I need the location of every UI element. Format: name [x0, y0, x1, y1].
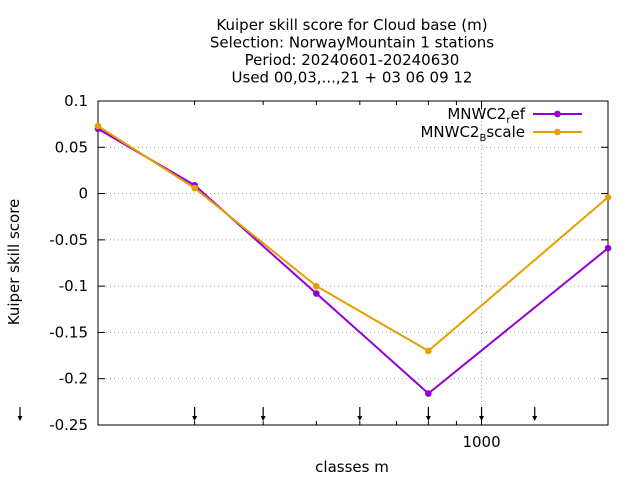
title-line: Kuiper skill score for Cloud base (m)	[216, 16, 487, 34]
y-tick-label: -0.2	[59, 370, 88, 388]
axis-ticks: 0.1 0.05 0 -0.05 -0.1 -0.15 -0.2 -0.25 1000	[49, 92, 608, 451]
title-line: Period: 20240601-20240630	[245, 51, 460, 69]
series-line	[97, 125, 609, 353]
x-axis-label: classes m	[315, 458, 389, 476]
class-markers	[17, 407, 538, 421]
class-marker-arrowhead	[425, 416, 431, 421]
class-marker-arrowhead	[479, 416, 485, 421]
legend-label: MNWC2ref	[447, 105, 525, 126]
series	[94, 122, 612, 397]
y-tick-label: -0.15	[49, 323, 88, 341]
data-point	[94, 122, 102, 130]
data-point	[313, 290, 320, 297]
data-point	[604, 193, 612, 201]
data-point	[425, 347, 432, 355]
grid	[98, 101, 608, 425]
y-tick-label: 0.05	[55, 138, 88, 156]
y-tick-label: -0.1	[59, 277, 88, 295]
title-line: Selection: NorwayMountain 1 stations	[210, 34, 494, 52]
plot-frame	[97, 100, 609, 426]
data-point	[313, 282, 320, 290]
y-tick-label: 0.1	[64, 92, 88, 110]
class-marker-arrowhead	[17, 416, 23, 421]
y-axis-label: Kuiper skill score	[5, 199, 23, 326]
class-marker-arrowhead	[357, 416, 363, 421]
legend-marker	[554, 128, 561, 136]
legend-marker	[554, 110, 561, 118]
class-marker-arrowhead	[260, 416, 266, 421]
y-tick-label: -0.25	[49, 416, 88, 434]
data-point	[191, 184, 198, 192]
chart-title: Kuiper skill score for Cloud base (m)Sel…	[210, 16, 494, 87]
y-tick-label: -0.05	[49, 231, 88, 249]
class-marker-arrowhead	[532, 416, 538, 421]
class-marker-arrowhead	[192, 416, 198, 421]
y-tick-label: 0	[78, 185, 88, 203]
legend-label: MNWC2Bscale	[420, 123, 525, 144]
title-line: Used 00,03,...,21 + 03 06 09 12	[232, 69, 473, 87]
data-point	[425, 390, 432, 397]
series-line	[97, 127, 609, 395]
data-point	[604, 244, 612, 252]
x-tick-label: 1000	[462, 433, 500, 451]
